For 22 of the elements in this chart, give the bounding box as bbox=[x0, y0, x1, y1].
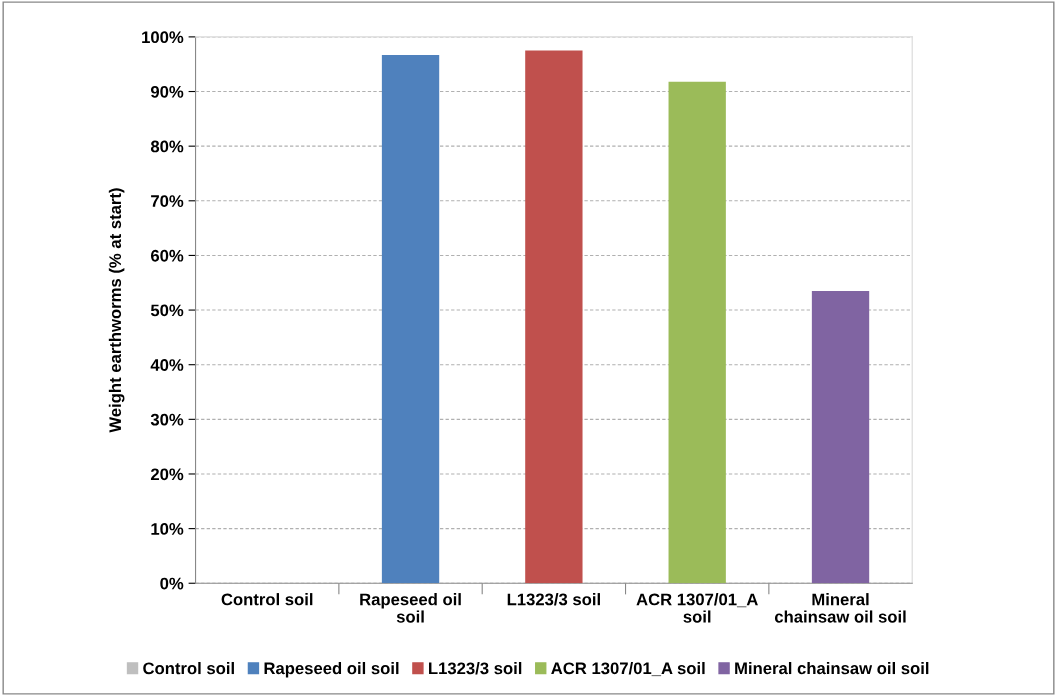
legend-label: L1323/3 soil bbox=[429, 661, 522, 675]
x-tick-label: ACR 1307/01_A soil bbox=[636, 593, 758, 623]
y-tick-label: 80% bbox=[150, 140, 184, 153]
y-axis-title: Weight earthworms (% at start) bbox=[108, 188, 125, 433]
legend-label: Control soil bbox=[143, 661, 234, 675]
x-tick-label: Control soil bbox=[221, 593, 313, 606]
legend-label: Mineral chainsaw oil soil bbox=[735, 661, 929, 675]
y-tick-label: 50% bbox=[150, 304, 184, 317]
x-tick-label: Mineral chainsaw oil soil bbox=[774, 593, 906, 623]
y-tick-label: 30% bbox=[150, 413, 184, 426]
y-tick-label: 90% bbox=[150, 85, 184, 98]
y-tick-label: 40% bbox=[150, 359, 184, 371]
y-tick-label: 70% bbox=[151, 195, 184, 207]
y-tick-label: 20% bbox=[150, 468, 184, 481]
y-tick-label: 0% bbox=[160, 577, 184, 590]
x-tick-label: Rapeseed oil soil bbox=[360, 593, 461, 623]
legend-label: ACR 1307/01_A soil bbox=[551, 661, 705, 677]
legend-label: Rapeseed oil soil bbox=[264, 661, 399, 678]
y-tick-label: 10% bbox=[151, 523, 184, 535]
y-tick-label: 100% bbox=[142, 31, 184, 44]
x-tick-label: L1323/3 soil bbox=[507, 593, 600, 606]
y-tick-label: 60% bbox=[150, 249, 184, 262]
